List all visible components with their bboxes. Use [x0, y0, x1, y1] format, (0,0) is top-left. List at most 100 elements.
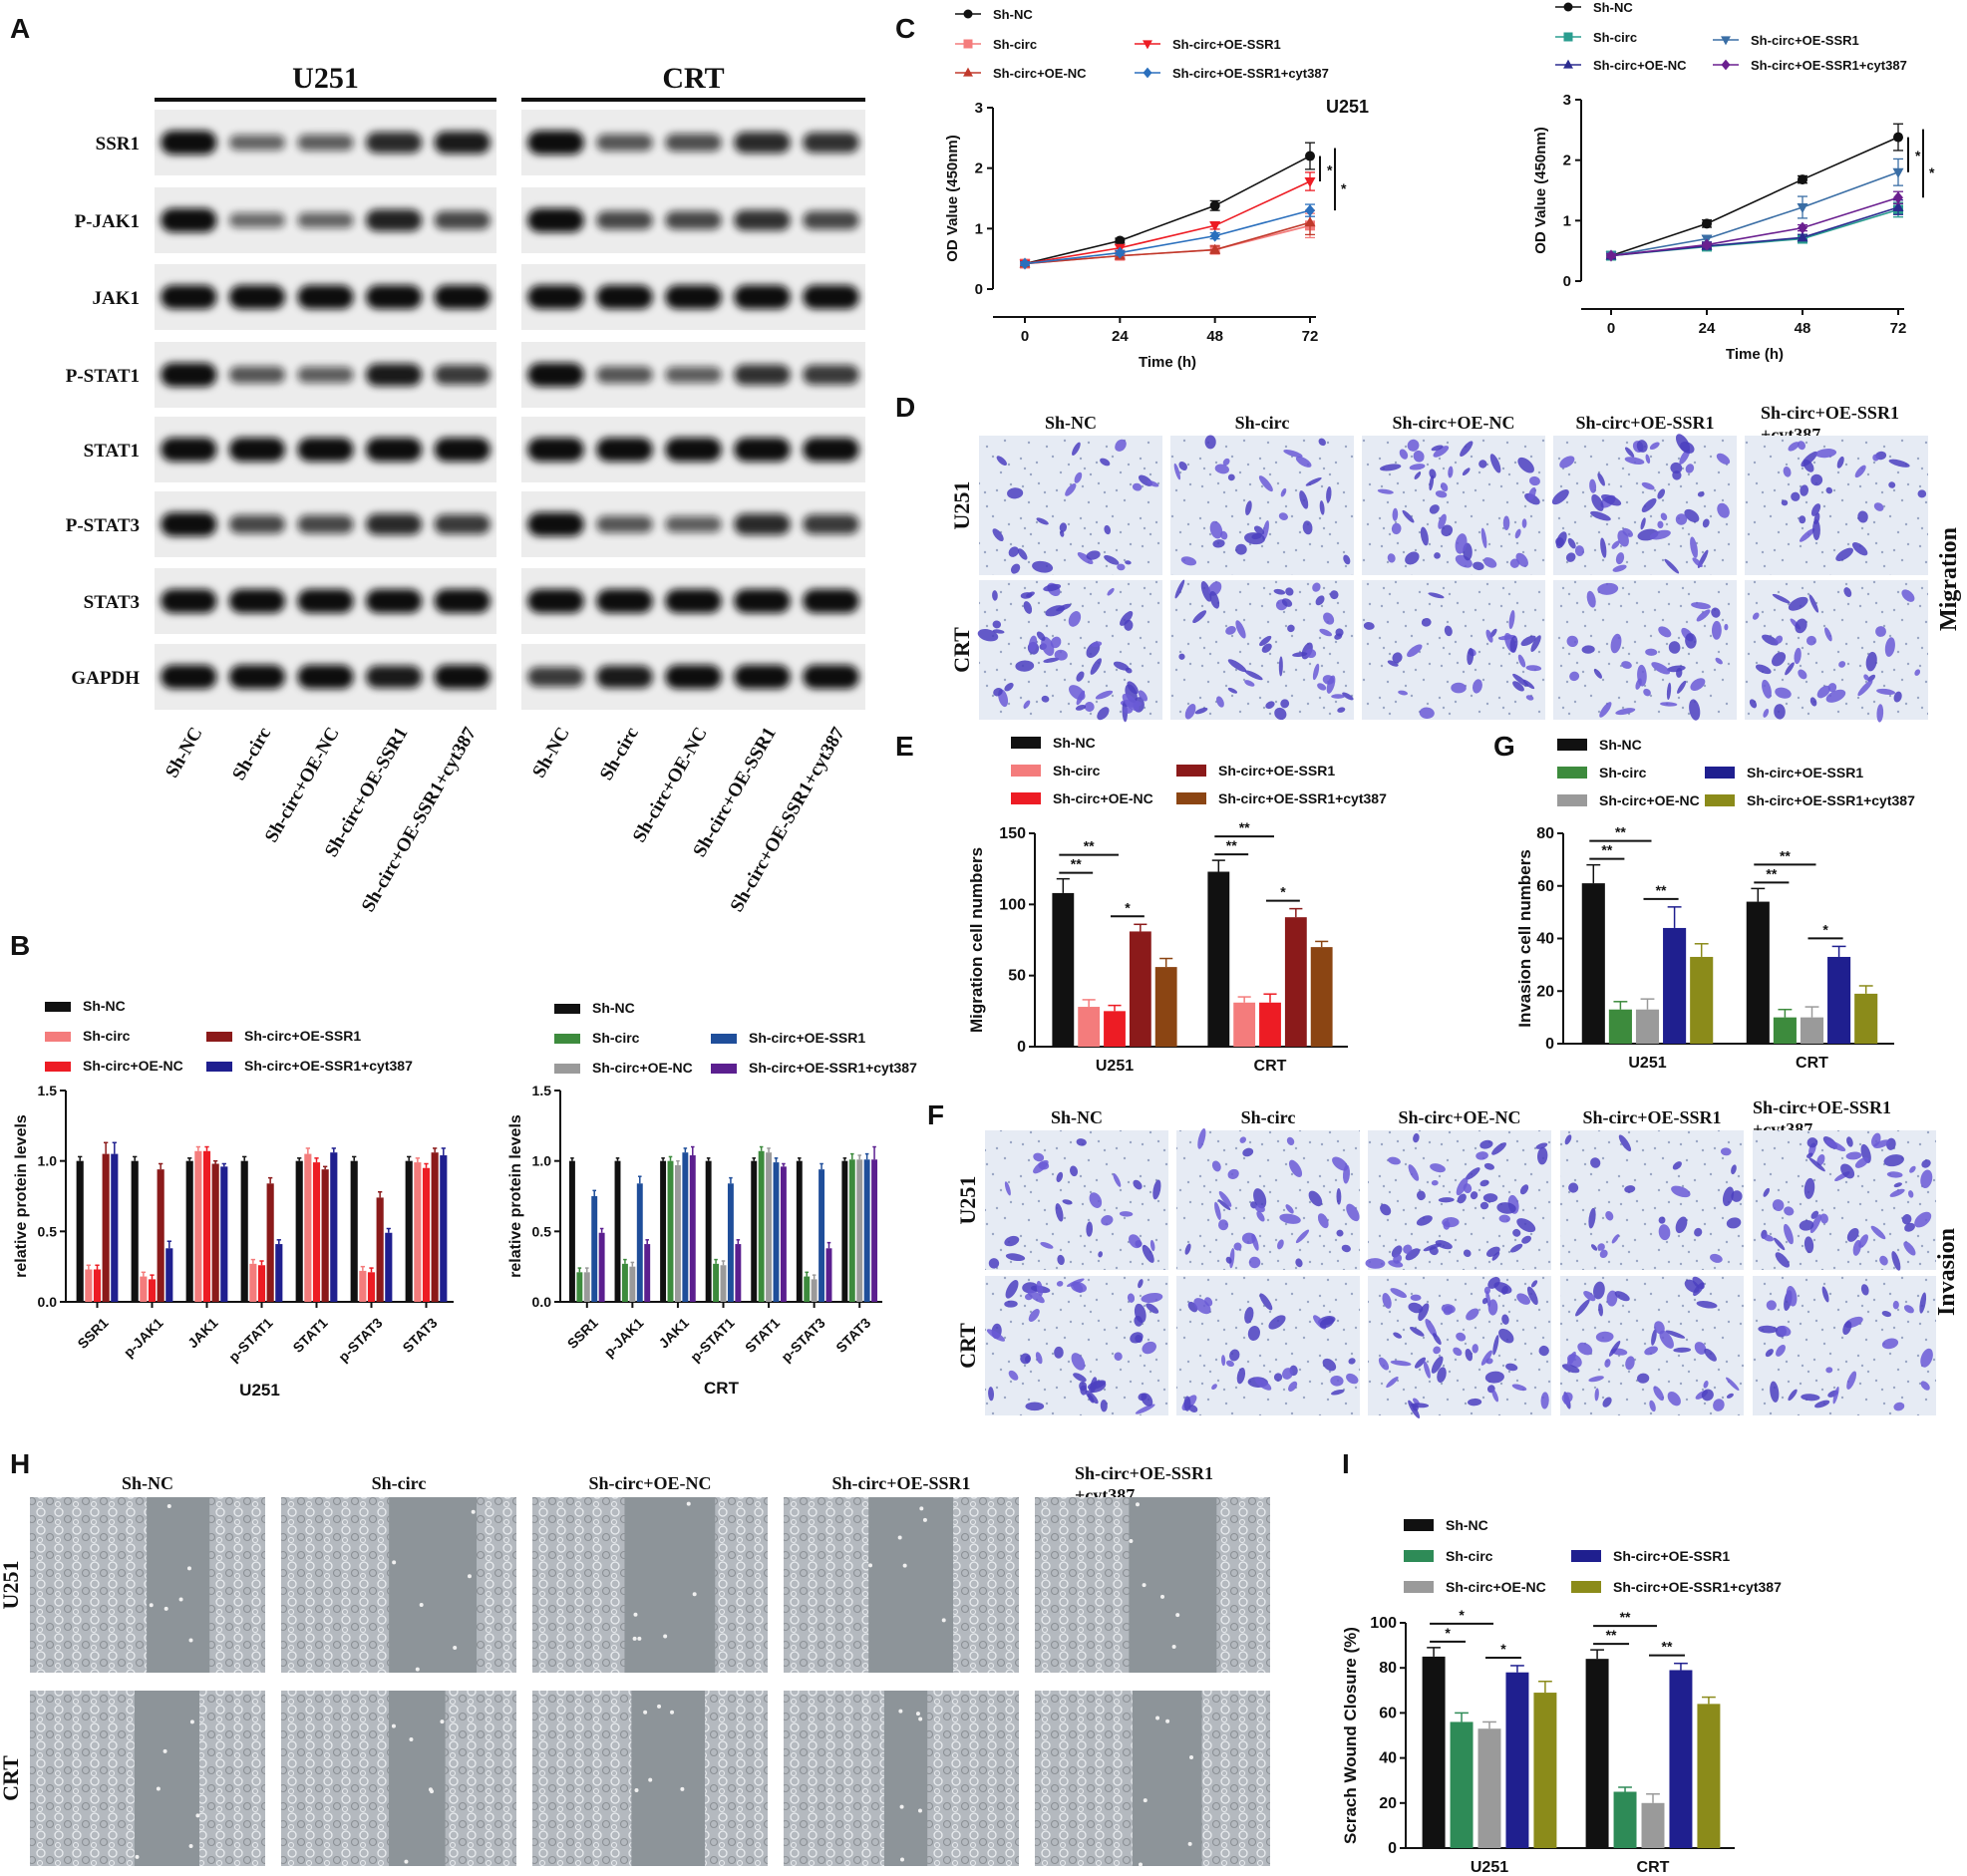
stained-cell	[1033, 1159, 1049, 1174]
stained-cell	[1312, 663, 1320, 681]
stained-cell	[1071, 1353, 1086, 1371]
stained-cell	[1386, 1377, 1399, 1389]
stained-cell	[1273, 588, 1286, 595]
y-tick-label: 1.5	[532, 1083, 552, 1098]
legend-entry: Sh-circ	[1599, 765, 1647, 781]
legend-entry: Sh-circ+OE-NC	[1599, 792, 1700, 808]
stained-cell	[1236, 1367, 1246, 1385]
stained-cell	[1117, 563, 1126, 571]
stained-cell	[1025, 1402, 1045, 1411]
stained-cell	[1193, 1298, 1211, 1315]
bar	[1259, 1002, 1281, 1047]
stained-cell	[1146, 1303, 1159, 1314]
stained-cell	[1635, 678, 1642, 690]
stained-cell	[1056, 1280, 1064, 1287]
stained-cell	[1007, 487, 1024, 499]
stained-cell	[1005, 1253, 1026, 1262]
floating-cell	[189, 1720, 194, 1724]
protein-label: GAPDH	[71, 668, 140, 689]
blot-band	[434, 365, 491, 385]
stained-cell	[1004, 1235, 1020, 1247]
micro-bg	[985, 1130, 1168, 1270]
stained-cell	[1410, 1326, 1425, 1337]
blot-band	[803, 665, 859, 689]
stained-cell	[1119, 1211, 1134, 1217]
stained-cell	[1072, 1281, 1084, 1293]
bar	[385, 1232, 393, 1302]
stained-cell	[1851, 541, 1868, 556]
legend-swatch	[45, 1062, 71, 1072]
stained-cell	[1660, 512, 1668, 521]
stained-cell	[1054, 649, 1068, 661]
legend-entry: Sh-circ	[592, 1030, 640, 1046]
blot-title-crt: CRT	[662, 62, 724, 95]
blot-band	[734, 285, 791, 309]
legend-entry: Sh-circ+OE-NC	[1446, 1579, 1546, 1595]
stained-cell	[1248, 1256, 1261, 1269]
stained-cell	[1498, 1328, 1514, 1344]
stained-cell	[1484, 1371, 1504, 1384]
stained-cell	[1843, 587, 1852, 597]
wound-gap	[624, 1497, 716, 1673]
stained-cell	[1413, 1132, 1420, 1143]
micro-bg	[1745, 436, 1928, 575]
stained-cell	[1586, 590, 1596, 608]
x-tick-label: p-STAT3	[335, 1315, 386, 1366]
y-tick-label: 100	[1370, 1615, 1397, 1632]
stained-cell	[1854, 1157, 1869, 1168]
floating-cell	[686, 1501, 691, 1506]
marker	[963, 9, 973, 19]
bar	[194, 1150, 202, 1302]
legend-entry: Sh-circ+OE-NC	[1053, 790, 1153, 806]
legend-swatch	[1705, 767, 1735, 779]
stained-cell	[1305, 476, 1322, 486]
marker	[1143, 67, 1152, 79]
blot-band	[803, 132, 859, 154]
stained-cell	[1221, 1355, 1226, 1367]
x-axis-label: Time (h)	[1726, 346, 1784, 363]
stained-cell	[1692, 557, 1703, 567]
panel-letter-g: G	[1493, 731, 1515, 762]
micro-image	[30, 1691, 265, 1866]
stained-cell	[1480, 527, 1487, 548]
stained-cell	[1278, 512, 1288, 520]
floating-cell	[632, 1636, 637, 1641]
legend-swatch	[1705, 794, 1735, 806]
stained-cell	[1766, 1300, 1777, 1311]
wound-gap	[868, 1497, 954, 1673]
stained-cell	[1601, 493, 1622, 506]
y-tick-label: 1.0	[38, 1153, 58, 1169]
blot-band	[297, 589, 354, 613]
legend-entry: Sh-NC	[83, 998, 126, 1014]
stained-cell	[1010, 563, 1021, 574]
bar	[667, 1160, 674, 1302]
marker	[1563, 59, 1573, 69]
stained-cell	[1692, 1276, 1705, 1290]
y-tick-label: 2	[975, 160, 983, 177]
bar	[1450, 1721, 1474, 1848]
stained-cell	[1640, 517, 1646, 530]
marker	[1209, 229, 1220, 242]
micro-image	[281, 1497, 516, 1673]
stained-cell	[1233, 1242, 1242, 1251]
bar	[405, 1160, 413, 1302]
y-tick-label: 1	[975, 220, 983, 237]
stained-cell	[1763, 1187, 1771, 1197]
legend-entry: Sh-circ+OE-SSR1+cyt387	[1747, 792, 1915, 808]
stained-cell	[1615, 708, 1636, 716]
blot-band	[596, 589, 653, 613]
stained-cell	[1332, 1156, 1349, 1171]
micro-image	[1368, 1276, 1551, 1418]
stained-cell	[1326, 675, 1336, 694]
stained-cell	[1317, 1213, 1329, 1229]
significance-mark: **	[1226, 837, 1237, 853]
stained-cell	[1180, 556, 1197, 566]
blot-band	[665, 210, 722, 230]
stained-cell	[1428, 592, 1445, 599]
condition-header: Sh-circ+OE-SSR1	[1576, 413, 1715, 433]
protein-label: P-STAT1	[66, 366, 140, 387]
stained-cell	[1599, 1249, 1608, 1258]
bar	[431, 1152, 439, 1302]
